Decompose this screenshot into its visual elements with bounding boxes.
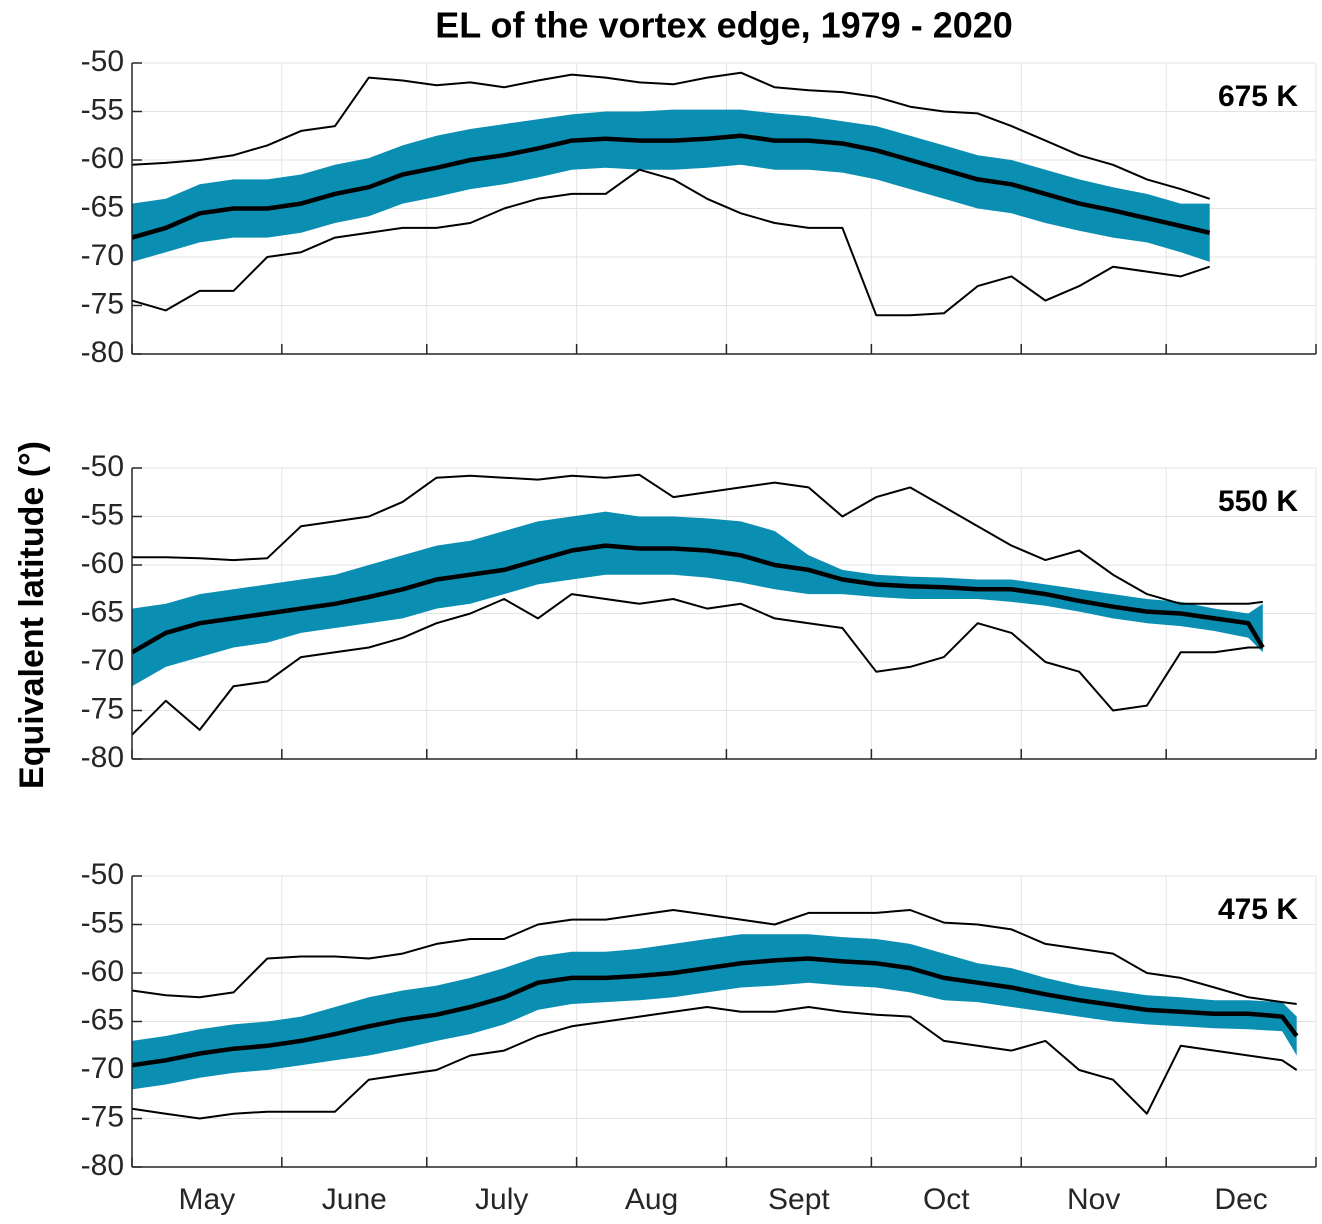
- panel-label: 475 K: [1218, 893, 1298, 926]
- y-tick-label: -75: [81, 692, 124, 725]
- max-line: [132, 473, 1263, 605]
- y-tick-label: -60: [81, 547, 124, 580]
- x-tick-label: Aug: [625, 1183, 678, 1216]
- y-tick-label: -80: [81, 336, 124, 369]
- y-tick-label: -75: [81, 1100, 124, 1133]
- x-tick-label: Oct: [923, 1183, 970, 1216]
- y-tick-label: -60: [81, 955, 124, 988]
- y-tick-label: -60: [81, 142, 124, 175]
- y-tick-label: -50: [81, 45, 124, 78]
- x-tick-label: Dec: [1214, 1183, 1267, 1216]
- y-tick-label: -50: [81, 858, 124, 891]
- panel-label: 675 K: [1218, 80, 1298, 113]
- chart-title: EL of the vortex edge, 1979 - 2020: [435, 5, 1013, 46]
- min-line: [131, 168, 1211, 317]
- panel-label: 550 K: [1218, 485, 1298, 518]
- min-line: [131, 1006, 1298, 1120]
- y-tick-label: -70: [81, 1052, 124, 1085]
- spread-band: [132, 109, 1210, 262]
- y-tick-label: -65: [81, 1003, 124, 1036]
- y-axis-label: Equivalent latitude (°): [13, 441, 51, 789]
- min-line: [131, 593, 1263, 736]
- x-tick-label: May: [179, 1183, 236, 1216]
- y-tick-label: -65: [81, 190, 124, 223]
- mean-line: [131, 133, 1211, 240]
- y-tick-label: -70: [81, 239, 124, 272]
- y-tick-label: -55: [81, 93, 124, 126]
- y-tick-label: -50: [81, 450, 124, 483]
- x-tick-label: Nov: [1067, 1183, 1120, 1216]
- spread-band: [132, 934, 1297, 1090]
- mean-line: [130, 543, 1265, 655]
- spread-band: [132, 511, 1263, 687]
- y-tick-label: -55: [81, 498, 124, 531]
- x-tick-label: Sept: [768, 1183, 830, 1216]
- y-tick-label: -65: [81, 595, 124, 628]
- max-line: [131, 909, 1297, 1005]
- y-tick-label: -55: [81, 906, 124, 939]
- max-line: [131, 71, 1211, 200]
- mean-line: [131, 956, 1299, 1068]
- x-tick-label: June: [322, 1183, 387, 1216]
- y-tick-label: -80: [81, 741, 124, 774]
- y-tick-label: -70: [81, 644, 124, 677]
- x-tick-label: July: [475, 1183, 528, 1216]
- y-tick-label: -80: [81, 1149, 124, 1182]
- y-tick-label: -75: [81, 287, 124, 320]
